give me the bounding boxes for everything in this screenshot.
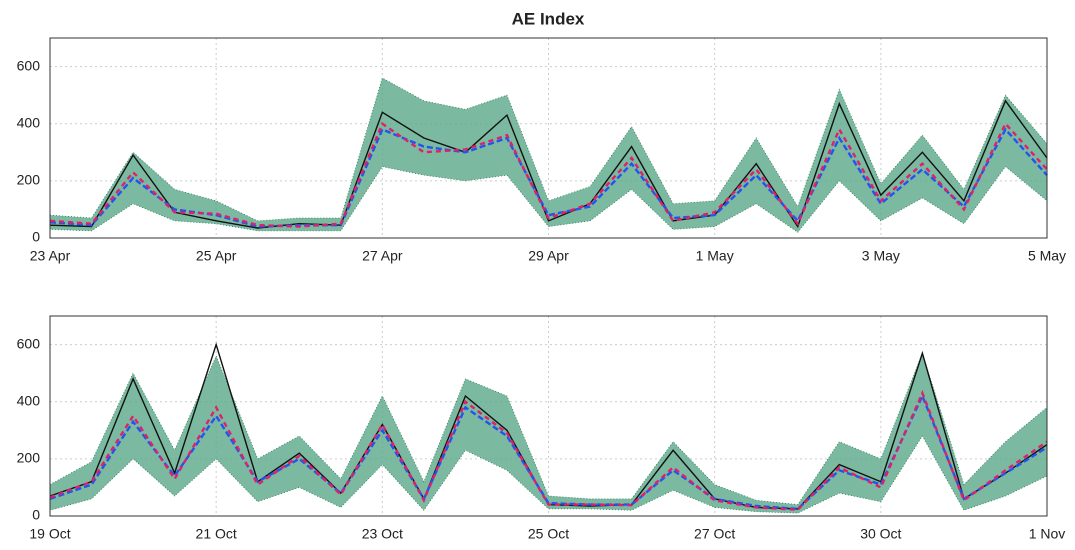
x-tick-label: 21 Oct (196, 526, 237, 542)
x-tick-label: 25 Apr (196, 248, 237, 264)
plot-frame (49, 315, 1048, 517)
plot-frame (49, 37, 1048, 239)
y-tick-label: 400 (17, 114, 41, 130)
series-line (49, 127, 1048, 228)
x-tick-label: 3 May (862, 248, 900, 264)
series-line (49, 390, 1048, 511)
uncertainty-band (49, 77, 1048, 233)
uncertainty-band (49, 351, 1048, 514)
x-tick-label: 1 May (696, 248, 734, 264)
y-tick-label: 0 (32, 229, 40, 245)
x-tick-label: 25 Oct (528, 526, 569, 542)
x-tick-label: 30 Oct (860, 526, 901, 542)
x-tick-label: 19 Oct (29, 526, 70, 542)
y-tick-label: 0 (32, 507, 40, 523)
x-tick-label: 5 May (1028, 248, 1066, 264)
series-line (49, 121, 1048, 228)
y-tick-label: 600 (17, 335, 41, 351)
chart-title: AE Index (512, 9, 585, 28)
x-tick-label: 27 Oct (694, 526, 735, 542)
y-tick-label: 600 (17, 57, 41, 73)
x-tick-label: 23 Apr (30, 248, 71, 264)
y-tick-label: 200 (17, 172, 41, 188)
y-tick-label: 400 (17, 392, 41, 408)
series-line (49, 99, 1048, 229)
x-tick-label: 23 Oct (362, 526, 403, 542)
y-tick-label: 200 (17, 450, 41, 466)
x-tick-label: 27 Apr (362, 248, 403, 264)
x-tick-label: 29 Apr (528, 248, 569, 264)
x-tick-label: 1 Nov (1029, 526, 1066, 542)
